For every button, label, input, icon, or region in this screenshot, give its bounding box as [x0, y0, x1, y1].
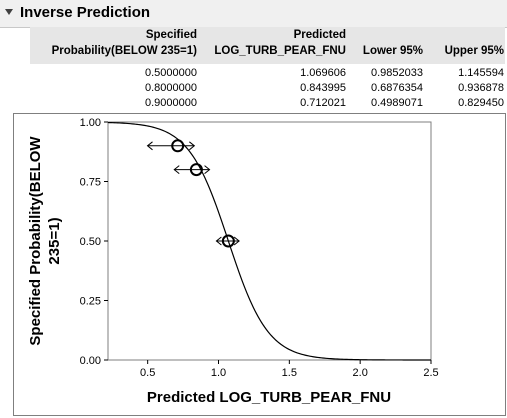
table-header: Specified Probability(BELOW 235=1) Predi… [30, 27, 505, 64]
plot-area[interactable] [107, 121, 432, 361]
ci-upper-arrow-icon [189, 141, 196, 151]
x-tick-label: 1.0 [211, 367, 226, 379]
y-tick-label: 0.50 [80, 236, 101, 248]
header-upper-95: Upper 95% [444, 45, 504, 57]
cell-lower: 0.6876354 [371, 82, 423, 94]
prediction-point[interactable] [221, 234, 235, 248]
header-predicted-line1: Predicted [293, 29, 346, 41]
logistic-curve [107, 121, 431, 361]
header-lower-95: Lower 95% [362, 45, 423, 57]
y-tick-label: 0.00 [80, 355, 101, 367]
panel-header[interactable]: Inverse Prediction [0, 0, 507, 28]
ci-lower-arrow-icon [215, 236, 222, 246]
cell-pred: 1.069606 [300, 67, 346, 79]
cell-prob: 0.5000000 [145, 67, 197, 79]
y-tick-label: 1.00 [80, 117, 101, 129]
panel-title: Inverse Prediction [20, 4, 151, 21]
prediction-point[interactable] [171, 139, 185, 153]
collapse-triangle-icon[interactable] [4, 7, 14, 17]
y-tick-label: 0.75 [80, 177, 101, 189]
cell-prob: 0.9000000 [145, 97, 197, 109]
x-tick-label: 2.0 [353, 367, 368, 379]
inverse-prediction-table: Specified Probability(BELOW 235=1) Predi… [30, 27, 505, 113]
ci-lower-arrow-icon [173, 165, 180, 174]
cell-upper: 0.936878 [458, 82, 504, 94]
y-tick-label: 0.25 [80, 296, 101, 308]
x-tick-label: 1.5 [282, 367, 297, 379]
cell-upper: 1.145594 [458, 67, 504, 79]
y-axis-label-line1: Specified Probability(BELOW [27, 136, 44, 346]
cell-lower: 0.4989071 [371, 97, 423, 109]
header-specified-line1: Specified [145, 29, 197, 41]
ci-upper-arrow-icon [204, 165, 211, 174]
prediction-point[interactable] [189, 163, 203, 177]
inverse-prediction-chart[interactable]: 0.5 1.0 1.5 2.0 2.5 0.00 0.25 0.50 0.75 1.00 Pred… [14, 114, 505, 415]
cell-upper: 0.829450 [458, 97, 504, 109]
y-axis-label-line2: 235=1) [46, 217, 63, 264]
x-tick-label: 0.5 [140, 367, 155, 379]
x-axis-label: Predicted LOG_TURB_PEAR_FNU [147, 389, 391, 406]
cell-pred: 0.712021 [300, 97, 346, 109]
plot-frame: 0.5 1.0 1.5 2.0 2.5 0.00 0.25 0.50 0.75 1.00 Pred… [13, 113, 506, 416]
cell-pred: 0.843995 [300, 82, 346, 94]
x-tick-label: 2.5 [423, 367, 438, 379]
header-predicted-line2: LOG_TURB_PEAR_FNU [214, 45, 346, 57]
cell-prob: 0.8000000 [145, 82, 197, 94]
cell-lower: 0.9852033 [371, 67, 423, 79]
ci-upper-arrow-icon [233, 236, 240, 246]
header-specified-line2: Probability(BELOW 235=1) [51, 45, 197, 57]
ci-lower-arrow-icon [146, 141, 153, 151]
